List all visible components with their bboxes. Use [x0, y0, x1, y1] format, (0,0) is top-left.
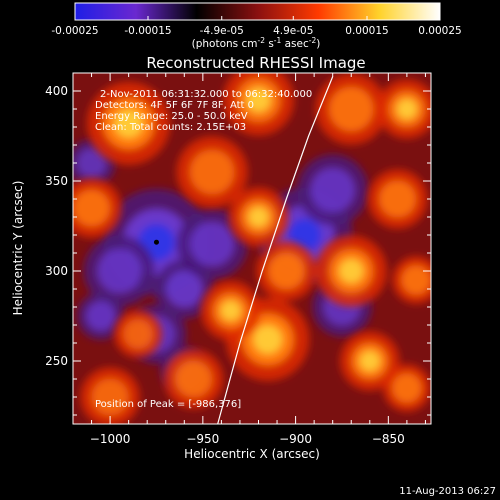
cold-spot-core	[76, 148, 107, 178]
annotation-line: Clean: Total counts: 2.15E+03	[95, 122, 246, 133]
footer-timestamp: 11-Aug-2013 06:27	[399, 486, 496, 497]
peak-position-label: Position of Peak = [-986,376]	[95, 399, 241, 410]
hot-regions	[73, 73, 431, 424]
cold-spot-core	[85, 301, 116, 331]
annotation-line: Energy Range: 25.0 - 50.0 keV	[95, 111, 248, 122]
cold-spot-core	[97, 248, 142, 294]
hot-spot-core	[123, 319, 153, 349]
hot-spot-peak	[248, 206, 269, 228]
hot-spot-core	[328, 86, 374, 132]
hot-spot-peak	[338, 258, 364, 284]
hot-spot-peak	[246, 87, 271, 113]
hot-spot-core	[73, 189, 111, 227]
x-axis-label: Heliocentric X (arcsec)	[184, 447, 320, 461]
cold-spot-core	[310, 167, 355, 213]
plot-area	[73, 73, 431, 424]
hot-spot-peak	[114, 109, 143, 138]
hot-spot-core	[175, 360, 213, 398]
solar-limb-curve	[217, 76, 334, 424]
chart-title: Reconstructed RHESSI Image	[146, 54, 365, 72]
y-tick-label: 400	[45, 84, 68, 98]
colorbar-tick-label: -0.00025	[51, 25, 98, 37]
x-tick-label: −1000	[90, 432, 131, 446]
annotation-line: Detectors: 4F 5F 6F 7F 8F, Att 0	[95, 100, 254, 111]
colorbar-tick-label: -0.00015	[124, 25, 171, 37]
y-axis-label: Heliocentric Y (arcsec)	[11, 181, 25, 316]
x-tick-label: −850	[372, 432, 405, 446]
colorbar-ticks: -0.00025 -0.00015 -4.9e-05 4.9e-05 0.00015 0.…	[51, 16, 462, 37]
peak-marker	[153, 239, 159, 245]
colorbar-tick-label: 0.00015	[345, 25, 388, 37]
y-tick-label: 250	[45, 354, 68, 368]
plot-frame	[72, 72, 432, 425]
colorbar-tick-label: 4.9e-05	[273, 25, 313, 37]
hot-spot-peak	[253, 325, 283, 354]
y-axis-ticks: 250 300 350 400	[45, 72, 431, 416]
cold-regions	[73, 139, 372, 394]
y-tick-label: 350	[45, 174, 68, 188]
hot-spot-core	[379, 180, 417, 218]
x-tick-label: −900	[279, 432, 312, 446]
hot-spot-peak	[220, 300, 241, 321]
x-tick-label: −950	[186, 432, 219, 446]
colorbar: -0.00025 -0.00015 -4.9e-05 4.9e-05 0.00015 0.…	[51, 2, 462, 50]
colorbar-strip	[74, 2, 441, 21]
hot-spot-core	[189, 149, 235, 195]
hot-spot-peak	[359, 350, 380, 372]
colorbar-tick-label: 0.00025	[418, 25, 461, 37]
colorbar-unit: (photons cm-2 s-1 asec-2)	[192, 36, 321, 50]
hot-spot-peak	[396, 98, 418, 120]
hot-spot-core	[91, 378, 129, 416]
annotation-line: 2-Nov-2011 06:31:32.000 to 06:32:40.000	[100, 89, 312, 100]
cold-spot-core	[189, 221, 235, 267]
y-tick-label: 300	[45, 264, 68, 278]
colorbar-tick-label: -4.9e-05	[200, 25, 244, 37]
hot-spot-core	[392, 373, 422, 403]
x-axis-ticks: −1000 −950 −900 −850	[90, 73, 426, 446]
hot-spot-core	[267, 252, 305, 290]
plot-annotations: 2-Nov-2011 06:31:32.000 to 06:32:40.000D…	[95, 89, 312, 133]
cold-spot-core	[165, 270, 203, 308]
hot-spot-core	[401, 265, 431, 295]
cold-spot-peak	[288, 218, 322, 252]
